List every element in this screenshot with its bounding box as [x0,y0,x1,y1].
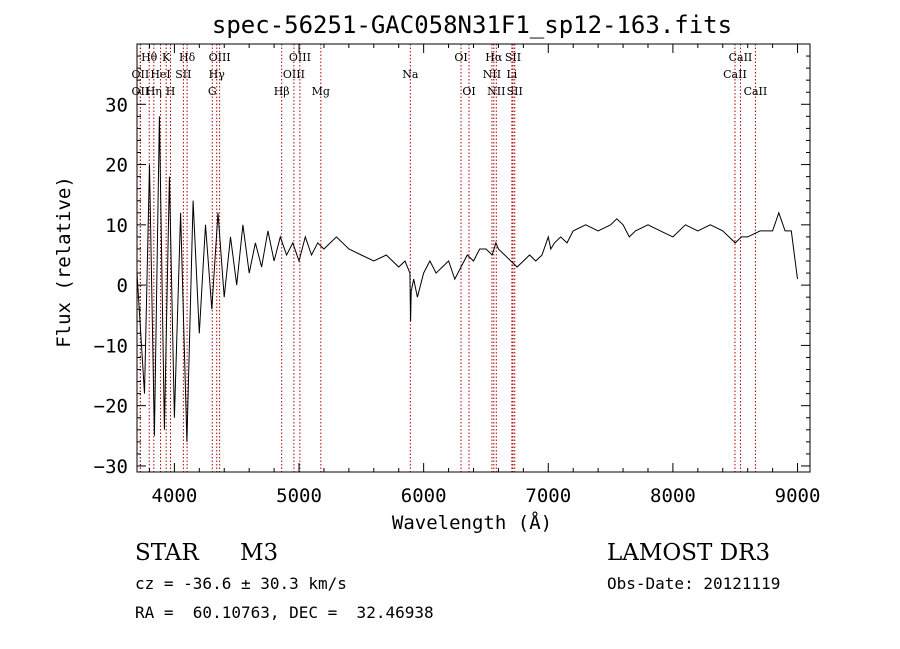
emission-line-label: Hα [485,51,503,64]
y-tick-label: −10 [94,335,128,357]
y-tick-label: 20 [105,155,128,177]
emission-line-markers [139,44,756,472]
x-tick-label: 9000 [775,485,821,507]
emission-line-label: Hβ [274,85,290,98]
emission-line-label: OII [132,68,150,81]
emission-line-label: G [208,85,217,98]
y-tick-label: −20 [94,396,128,418]
object-type: STAR [135,540,199,566]
coordinates: RA = 60.10763, DEC = 32.46938 [135,603,434,622]
y-axis-label: Flux (relative) [53,176,75,348]
survey-name: LAMOST DR3 [607,540,771,566]
x-tick-label: 5000 [276,485,322,507]
emission-line-label: NII [483,68,501,81]
object-subclass: M3 [240,540,279,566]
x-tick-label: 4000 [152,485,198,507]
emission-line-label: Mg [312,85,330,98]
emission-line-label: NII [487,85,505,98]
emission-line-label: Hη [146,85,162,98]
emission-line-label: SII [175,68,191,81]
redshift-readout: cz = -36.6 ± 30.3 km/s [135,574,347,593]
x-axis-label: Wavelength (Å) [392,511,552,534]
x-tick-label: 8000 [650,485,696,507]
spectrum-line [136,116,798,442]
emission-line-label: OII [132,85,150,98]
emission-line-label: SII [507,85,523,98]
emission-line-label: OI [462,85,475,98]
emission-line-label: CaII [744,85,768,98]
emission-line-label: SII [505,51,521,64]
chart-title: spec-56251-GAC058N31F1_sp12-163.fits [212,11,732,39]
emission-line-label: OI [454,51,467,64]
x-tick-label: 7000 [525,485,571,507]
emission-line-label: Hγ [209,68,226,81]
emission-line-label: OIII [289,51,311,64]
y-tick-label: −30 [94,456,128,478]
emission-line-label: K [162,51,171,64]
y-tick-label: 0 [117,275,128,297]
y-tick-label: 30 [105,94,128,116]
emission-line-label: OIII [283,68,305,81]
emission-line-label: Hθ [141,51,158,64]
emission-line-label: CaII [723,68,747,81]
y-axis: −30 −20 −10 0 10 20 30 [94,55,810,478]
x-axis: 4000 5000 6000 7000 8000 9000 [148,44,821,507]
emission-line-label: OIII [209,51,231,64]
emission-line-label: CaII [729,51,753,64]
emission-line-label: Hδ [179,51,196,64]
emission-line-label: Na [402,68,419,81]
obs-date: Obs-Date: 20121119 [607,574,781,593]
plot-frame [136,43,811,473]
emission-line-label: HeI [150,68,170,81]
x-tick-label: 6000 [401,485,447,507]
y-tick-label: 10 [105,215,128,237]
emission-line-label: Li [506,68,517,81]
emission-line-label: H [166,85,176,98]
